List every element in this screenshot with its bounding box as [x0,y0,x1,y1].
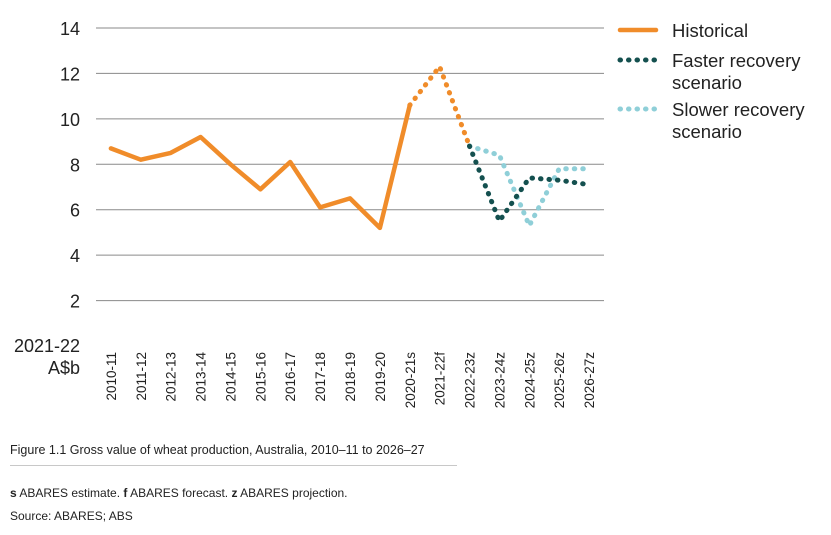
y-tick-label: 4 [70,246,80,266]
y-tick-label: 6 [70,201,80,221]
y-tick-label: 14 [60,19,80,39]
legend-label: scenario [672,121,742,142]
legend-label: scenario [672,72,742,93]
x-tick-label: 2011-12 [134,352,149,401]
note-s-key: s [10,486,17,500]
legend-label: Historical [672,20,748,41]
note-z-key: z [231,486,238,500]
x-tick-label: 2016-17 [283,352,298,402]
x-tick-label: 2019-20 [373,352,388,402]
y-tick-label: 8 [70,155,80,175]
y-tick-label: 12 [60,64,80,84]
note-s-text: ABARES estimate. [16,486,124,500]
x-tick-label: 2015-16 [253,352,268,402]
x-tick-label: 2021-22f [433,352,448,406]
x-tick-label: 2024-25z [522,352,537,409]
x-tick-label: 2014-15 [223,352,238,402]
y-tick-label: 10 [60,110,80,130]
caption-divider [10,465,457,466]
x-tick-label: 2023-24z [492,352,507,409]
x-tick-label: 2026-27z [582,352,597,409]
note-z-text: ABARES projection. [237,486,348,500]
series-line-historical [108,102,413,231]
series-lines [108,64,592,231]
x-tick-label: 2020-21s [403,352,418,409]
legend-label: Faster recovery [672,50,801,71]
note-f-text: ABARES forecast. [127,486,232,500]
y-tick-label: 2 [70,292,80,312]
x-tick-label: 2010-11 [104,352,119,401]
series-line-historical-forecast- [407,64,472,149]
figure-caption: Figure 1.1 Gross value of wheat producti… [10,443,425,457]
x-tick-label: 2012-13 [164,352,179,402]
source-note: Source: ABARES; ABS [10,509,133,523]
x-tick-label: 2017-18 [313,352,328,402]
x-tick-label: 2022-23z [463,352,478,409]
x-tick-label: 2025-26z [552,352,567,409]
y-axis-label-line2: A$b [48,358,80,378]
footnote: s ABARES estimate. f ABARES forecast. z … [10,486,348,500]
y-axis-ticks: 2 4 6 8 10 12 14 [60,19,80,312]
note-f-key: f [123,486,128,500]
y-axis-label-line1: 2021-22 [14,336,80,356]
x-tick-label: 2013-14 [194,352,209,402]
series-line-faster-recovery-scenario [467,143,592,224]
x-axis-ticks: 2010-11 2011-12 2012-13 2013-14 2014-15 2015-… [104,352,597,409]
x-tick-label: 2018-19 [343,352,358,402]
gridlines [96,27,604,302]
legend-label: Slower recovery [672,99,805,120]
